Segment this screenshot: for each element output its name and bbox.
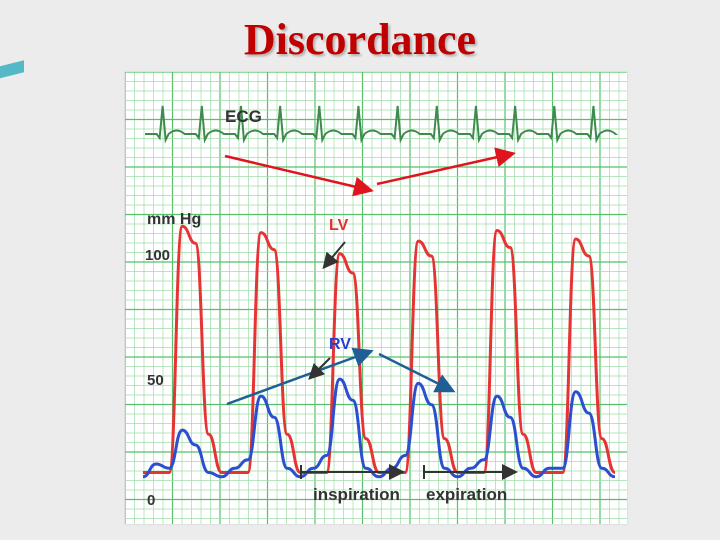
y-tick-label-100: 100 xyxy=(145,247,170,264)
y-tick-label-50: 50 xyxy=(147,372,164,389)
ecg-trace-group xyxy=(145,105,619,144)
y-axis-label: mm Hg xyxy=(147,211,201,228)
y-tick-label-0: 0 xyxy=(147,492,155,509)
lv-peak-arrow-down xyxy=(224,154,374,197)
series-line-lv xyxy=(142,224,616,475)
rv-peak-arrow-down xyxy=(378,352,456,393)
lv-peak-arrow-up xyxy=(376,147,516,186)
ecg-label: ECG xyxy=(225,107,262,126)
rv-label: RV xyxy=(329,336,351,353)
expiration-label: expiration xyxy=(426,485,507,504)
annotation-arrows xyxy=(224,147,518,480)
rv-pointer-arrow xyxy=(308,357,331,380)
pressure-tracing-chart: ECG mm Hg 100 50 0 LV RV inspiration exp… xyxy=(125,72,627,524)
ecg-trace-line xyxy=(145,105,619,144)
pressure-chart-svg: ECG mm Hg 100 50 0 LV RV inspiration exp… xyxy=(125,72,627,524)
lv-label: LV xyxy=(329,217,349,234)
inspiration-label: inspiration xyxy=(313,485,400,504)
series-group xyxy=(142,224,616,479)
series-line-rv xyxy=(142,377,616,479)
rv-peak-arrow-up xyxy=(226,347,374,406)
lv-pointer-arrow xyxy=(322,241,346,270)
slide-title: Discordance xyxy=(243,15,477,64)
